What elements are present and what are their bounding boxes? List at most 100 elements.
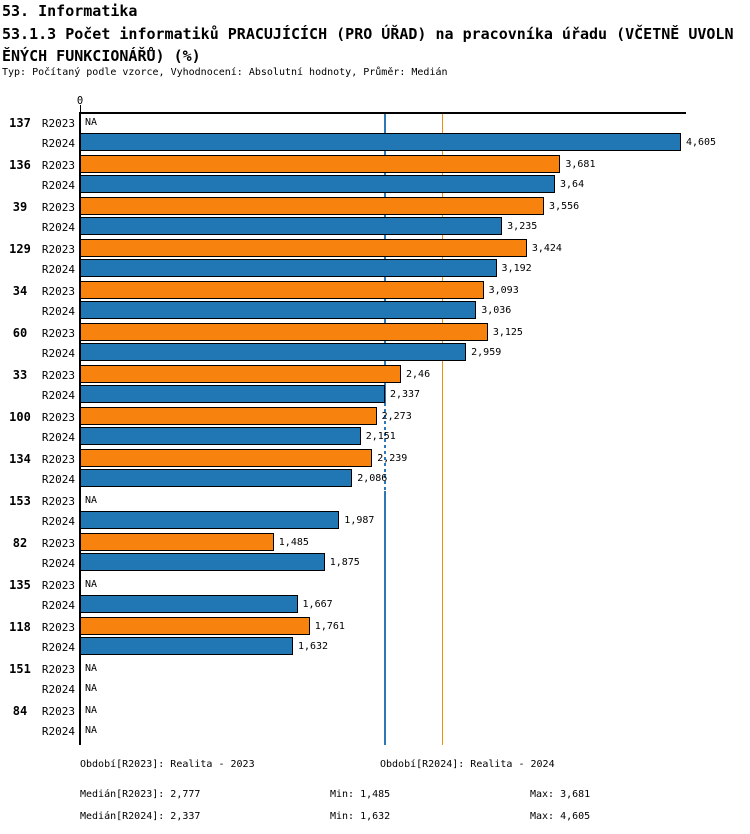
- category-label: 153: [9, 494, 31, 508]
- bar-r2024: [80, 553, 325, 571]
- series-label-r2023: R2023: [41, 327, 75, 340]
- median-r2024-line: [384, 112, 386, 403]
- category-label: 84: [12, 704, 28, 718]
- series-label-r2023: R2023: [41, 117, 75, 130]
- series-label-r2024: R2024: [41, 179, 75, 192]
- series-label-r2024: R2024: [41, 305, 75, 318]
- value-label: 3,556: [549, 201, 580, 212]
- series-label-r2023: R2023: [41, 495, 75, 508]
- series-label-r2024: R2024: [41, 347, 75, 360]
- bar-chart-plot-area: 0 137 R2023 NA R2024 4,605 136 R2023 3,681 R2024…: [9, 95, 717, 745]
- value-label: 1,632: [297, 641, 329, 652]
- value-label: 1,667: [302, 599, 333, 610]
- median-r2024-line: [384, 491, 386, 745]
- bar-r2023: [80, 197, 545, 215]
- value-label: 3,64: [560, 179, 585, 190]
- value-label: 3,424: [531, 243, 562, 254]
- series-label-r2024: R2024: [41, 473, 75, 486]
- chart-subtitle: Typ: Počítaný podle vzorce, Vyhodnocení:…: [2, 67, 448, 78]
- series-label-r2023: R2023: [41, 369, 75, 382]
- category-label: 33: [12, 368, 28, 382]
- series-label-r2023: R2023: [41, 201, 75, 214]
- value-label: NA: [85, 725, 98, 736]
- legend-r2024: Období[R2024]: Realita - 2024: [380, 759, 555, 770]
- median-r2023-line: [441, 112, 444, 745]
- bar-r2023: [80, 617, 310, 635]
- bar-r2024: [80, 301, 477, 319]
- bar-r2024: [80, 637, 293, 655]
- value-label: NA: [85, 705, 98, 716]
- legend-r2023: Období[R2023]: Realita - 2023: [80, 759, 255, 770]
- series-label-r2023: R2023: [41, 159, 75, 172]
- series-label-r2023: R2023: [41, 411, 75, 424]
- stat-median-r2023: Medián[R2023]: 2,777: [80, 789, 201, 800]
- stat-max-r2023: Max: 3,681: [530, 789, 591, 800]
- value-label: 1,875: [329, 557, 360, 568]
- value-label: 2,239: [377, 453, 408, 464]
- series-label-r2023: R2023: [41, 579, 75, 592]
- bar-r2023: [80, 449, 373, 467]
- category-label: 100: [9, 410, 31, 424]
- x-axis-tick: [79, 105, 81, 112]
- value-label: NA: [85, 663, 98, 674]
- series-label-r2023: R2023: [41, 243, 75, 256]
- category-label: 82: [12, 536, 28, 550]
- series-label-r2024: R2024: [41, 431, 75, 444]
- bar-r2023: [80, 533, 274, 551]
- series-label-r2024: R2024: [41, 641, 75, 654]
- value-label: 3,235: [507, 221, 538, 232]
- value-label: 2,337: [389, 389, 421, 400]
- stat-min-r2024: Min: 1,632: [330, 811, 391, 822]
- bar-r2024: [80, 259, 497, 277]
- category-label: 118: [9, 620, 31, 634]
- value-label: 2,273: [381, 411, 412, 422]
- section-title: 53. Informatika: [2, 2, 138, 20]
- series-label-r2023: R2023: [41, 537, 75, 550]
- x-axis-line: [80, 112, 686, 114]
- value-label: NA: [85, 117, 98, 128]
- stat-max-r2024: Max: 4,605: [530, 811, 591, 822]
- bar-r2023: [80, 281, 484, 299]
- category-label: 135: [9, 578, 31, 592]
- value-label: NA: [85, 579, 98, 590]
- category-label: 136: [9, 158, 31, 172]
- series-label-r2024: R2024: [41, 515, 75, 528]
- value-label: 2,086: [357, 473, 388, 484]
- series-label-r2023: R2023: [41, 663, 75, 676]
- stat-min-r2023: Min: 1,485: [330, 789, 391, 800]
- series-label-r2023: R2023: [41, 621, 75, 634]
- value-label: NA: [85, 495, 98, 506]
- bar-r2023: [80, 407, 377, 425]
- series-label-r2024: R2024: [41, 557, 75, 570]
- series-label-r2023: R2023: [41, 705, 75, 718]
- value-label: 2,151: [365, 431, 396, 442]
- value-label: 3,192: [501, 263, 532, 274]
- bar-r2024: [80, 343, 467, 361]
- value-label: 3,681: [565, 159, 596, 170]
- series-label-r2023: R2023: [41, 285, 75, 298]
- bar-r2024: [80, 133, 681, 151]
- bar-r2024: [80, 469, 353, 487]
- series-label-r2024: R2024: [41, 221, 75, 234]
- series-label-r2024: R2024: [41, 683, 75, 696]
- category-label: 137: [9, 116, 31, 130]
- category-label: 151: [9, 662, 31, 676]
- value-label: 1,987: [344, 515, 375, 526]
- bar-r2024: [80, 595, 298, 613]
- x-axis-zero-label: 0: [76, 95, 84, 107]
- value-label: 1,761: [314, 621, 345, 632]
- value-label: 3,036: [481, 305, 512, 316]
- bar-r2024: [80, 385, 385, 403]
- bar-r2023: [80, 323, 488, 341]
- stat-median-r2024: Medián[R2024]: 2,337: [80, 811, 201, 822]
- category-label: 129: [9, 242, 31, 256]
- series-label-r2024: R2024: [41, 725, 75, 738]
- value-label: 4,605: [685, 137, 717, 148]
- value-label: 2,959: [471, 347, 502, 358]
- value-label: 1,485: [278, 537, 309, 548]
- series-label-r2024: R2024: [41, 599, 75, 612]
- series-label-r2024: R2024: [41, 137, 75, 150]
- bar-r2024: [80, 427, 361, 445]
- series-label-r2023: R2023: [41, 453, 75, 466]
